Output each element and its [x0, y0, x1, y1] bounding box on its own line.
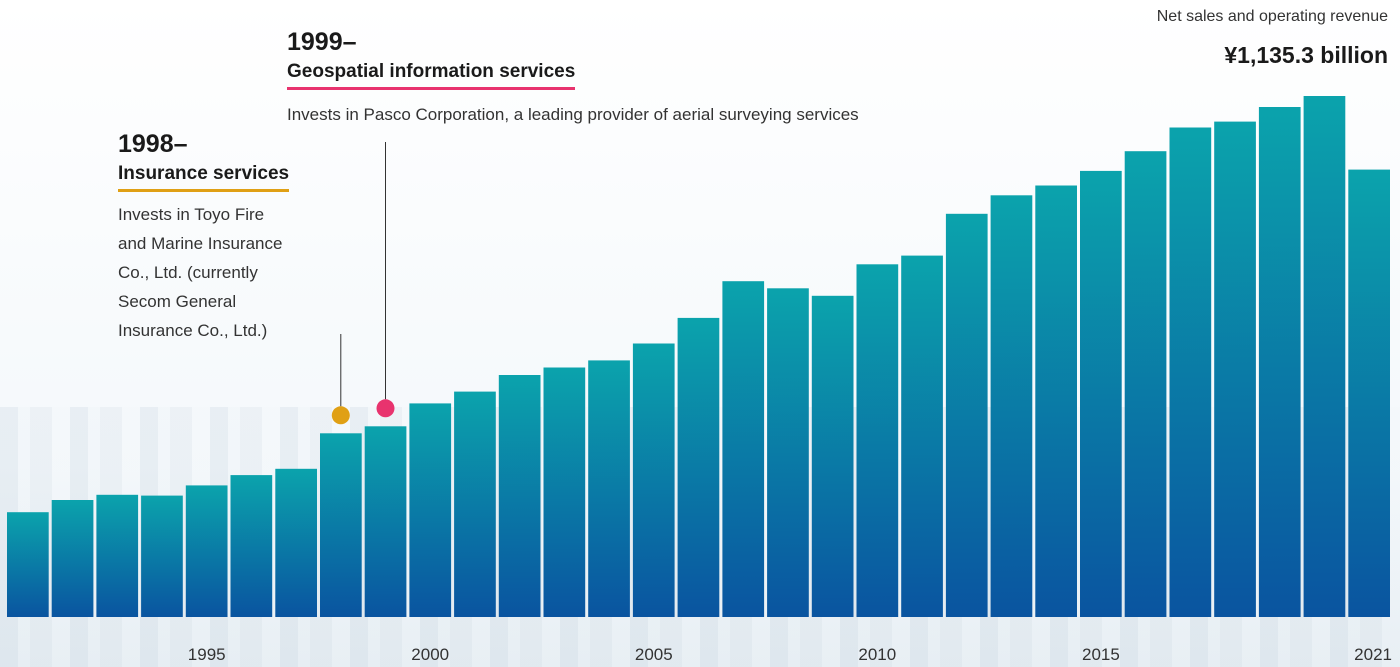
bar-2021 — [1348, 169, 1390, 617]
bar-2016 — [1124, 151, 1167, 617]
x-tick-label: 2005 — [635, 645, 673, 664]
bar-2006 — [677, 317, 720, 617]
annotation-description: Invests in Toyo Fire and Marine Insuranc… — [118, 200, 289, 345]
bar-1991 — [7, 512, 49, 617]
bar-2001 — [454, 391, 496, 617]
annotation-year: 1999– — [287, 28, 357, 56]
bar-2002 — [498, 375, 541, 617]
bar-2000 — [409, 403, 452, 617]
annotation-description-line: Co., Ltd. (currently — [118, 263, 258, 282]
revenue-readout-label: Net sales and operating revenue — [1156, 8, 1388, 25]
x-axis-ticks: 1995 2000 2005 2010 2015 2021 — [188, 645, 1392, 664]
bar-2017 — [1169, 127, 1212, 617]
x-tick-label: 2021 — [1354, 645, 1392, 664]
annotation-marker — [331, 406, 350, 425]
bar-2012 — [945, 213, 988, 618]
bar-1993 — [96, 494, 139, 617]
bar-2018 — [1214, 121, 1256, 617]
annotation-category: Geospatial information services — [287, 61, 576, 90]
bar-1998 — [320, 433, 362, 617]
bar-2005 — [632, 343, 675, 617]
revenue-readout: Net sales and operating revenue ¥1,135.3… — [1157, 8, 1388, 69]
annotation-description-line: Secom General — [118, 292, 237, 311]
bar-2014 — [1035, 185, 1077, 617]
x-tick-label: 1995 — [188, 645, 226, 664]
bar-1996 — [230, 475, 273, 617]
bar-2003 — [543, 367, 586, 617]
bar-1992 — [51, 500, 94, 617]
bar-2007 — [722, 281, 765, 617]
bar-2004 — [588, 360, 630, 617]
annotation-leader-lines — [340, 142, 386, 407]
revenue-readout-value: ¥1,135.3 billion — [1224, 42, 1388, 68]
x-tick-label: 2010 — [858, 645, 896, 664]
annotation-year: 1998– — [118, 130, 188, 158]
bar-2013 — [990, 195, 1033, 618]
annotation-markers — [331, 399, 395, 425]
bar-2009 — [811, 295, 854, 617]
annotation-description-line: and Marine Insurance — [118, 234, 283, 253]
annotation-description-line: Invests in Toyo Fire — [118, 205, 265, 224]
annotation-description-line: Insurance Co., Ltd.) — [118, 321, 268, 340]
bar-1999 — [364, 426, 407, 617]
annotation-category: Insurance services — [118, 163, 290, 192]
annotation-marker — [376, 399, 395, 418]
x-tick-label: 2015 — [1082, 645, 1120, 664]
bar-2011 — [901, 255, 943, 617]
x-tick-label: 2000 — [411, 645, 449, 664]
bar-1994 — [141, 495, 183, 617]
bar-2015 — [1080, 170, 1122, 617]
bar-2019 — [1258, 107, 1301, 617]
annotation-description: Invests in Pasco Corporation, a leading … — [287, 105, 859, 124]
annotation-insurance: 1998– Insurance services Invests in Toyo… — [118, 130, 290, 345]
bar-1997 — [275, 468, 317, 617]
bar-2008 — [767, 288, 809, 617]
bar-2020 — [1303, 96, 1346, 617]
annotation-geospatial: 1999– Geospatial information services In… — [287, 28, 859, 129]
bar-series — [7, 96, 1390, 618]
bar-2010 — [856, 264, 899, 617]
bar-1995 — [185, 485, 228, 617]
